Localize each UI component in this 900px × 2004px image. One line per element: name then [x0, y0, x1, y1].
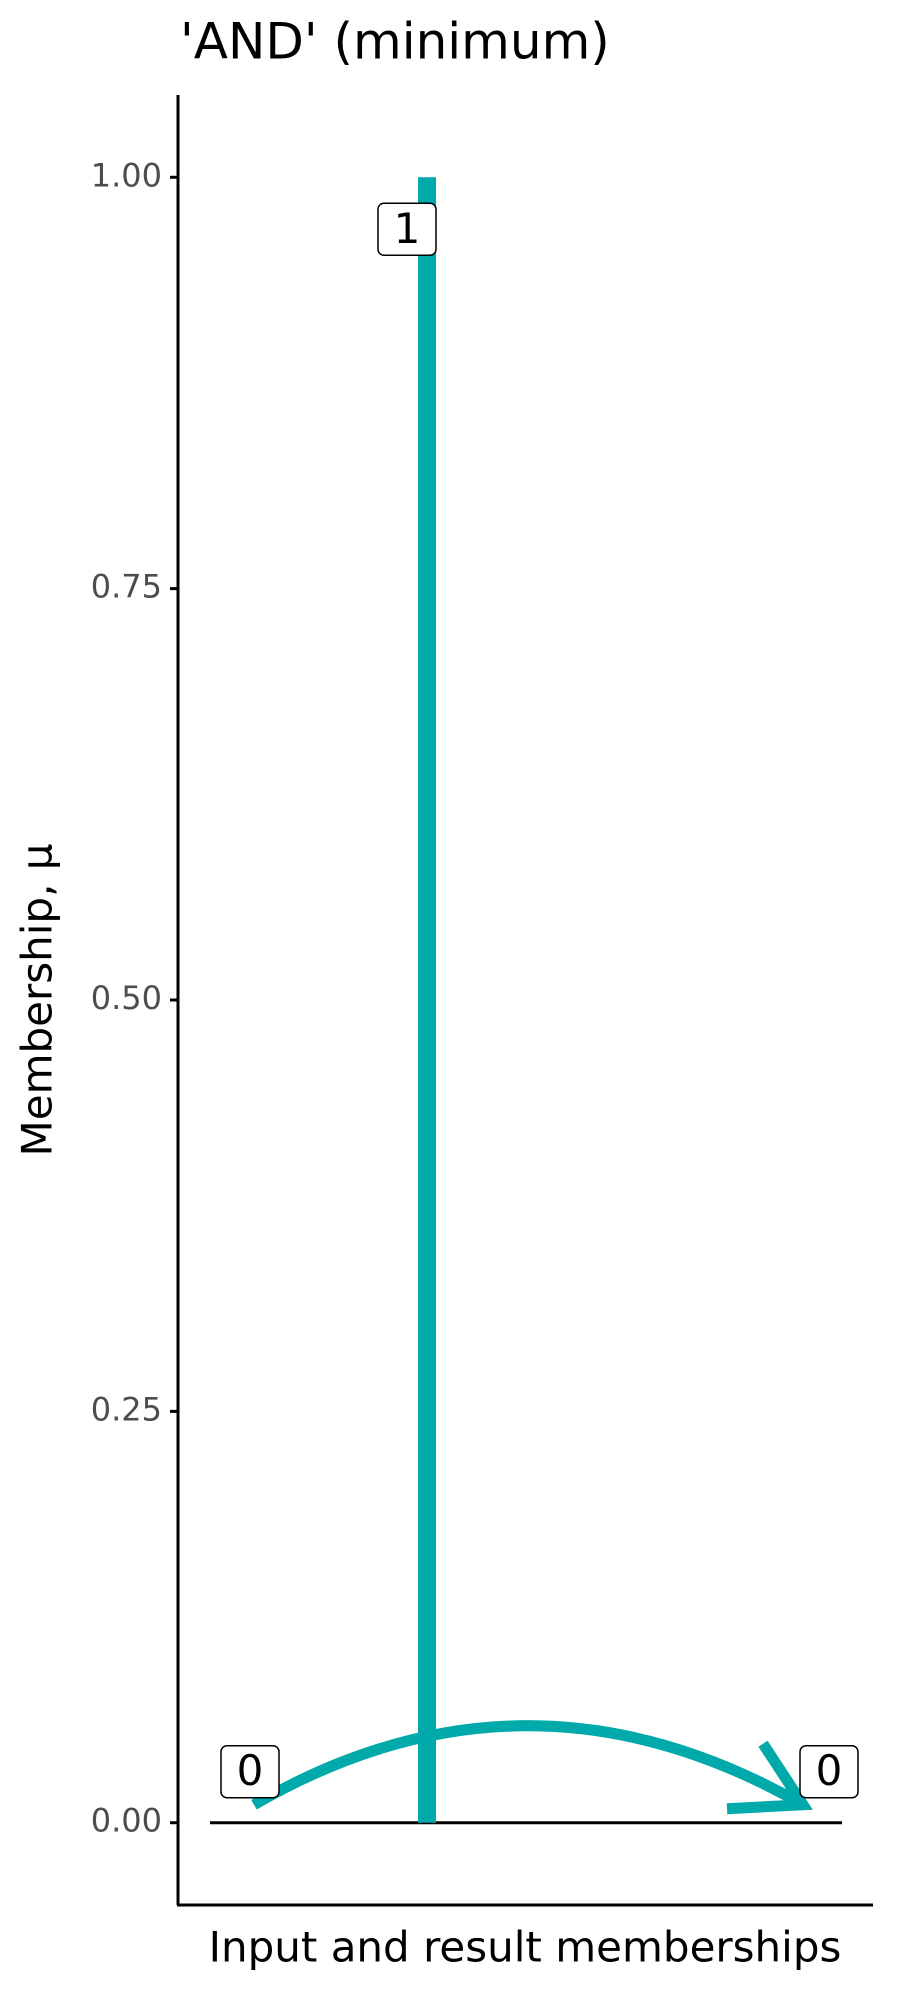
- y-tick-label: 0.00: [91, 1802, 162, 1840]
- chart-title: 'AND' (minimum): [180, 13, 610, 71]
- value-label: 1: [394, 204, 421, 253]
- y-tick-label: 1.00: [91, 156, 162, 194]
- y-tick-label: 0.50: [91, 979, 162, 1017]
- value-label: 0: [816, 1746, 843, 1795]
- y-tick-label: 0.75: [91, 568, 162, 606]
- x-axis-label: Input and result memberships: [209, 1923, 842, 1972]
- arrow: [254, 1726, 803, 1805]
- value-label: 0: [237, 1746, 264, 1795]
- y-tick-label: 0.25: [91, 1390, 162, 1428]
- y-axis-label: Membership, μ: [13, 843, 62, 1156]
